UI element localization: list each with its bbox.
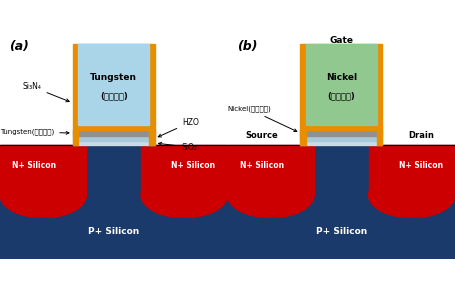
Text: N+ Silicon: N+ Silicon: [12, 161, 56, 170]
Bar: [300, 141, 382, 145]
Text: SiO₂: SiO₂: [158, 142, 198, 152]
Text: HZO: HZO: [158, 118, 199, 137]
Bar: [0, 218, 228, 259]
Text: N+ Silicon: N+ Silicon: [172, 161, 215, 170]
Bar: [300, 130, 382, 136]
Text: (a): (a): [9, 40, 29, 53]
Bar: [73, 130, 155, 136]
Bar: [306, 44, 377, 124]
Bar: [369, 145, 455, 195]
Bar: [73, 130, 78, 145]
Bar: [228, 145, 314, 195]
Text: Nickel: Nickel: [326, 73, 357, 82]
Text: (b): (b): [237, 40, 257, 53]
Bar: [73, 44, 155, 130]
Text: (상부금속): (상부금속): [100, 91, 127, 100]
Bar: [0, 145, 86, 195]
Ellipse shape: [369, 172, 455, 218]
Text: Source: Source: [245, 131, 278, 140]
Text: Drain: Drain: [408, 131, 434, 140]
Text: P+ Silicon: P+ Silicon: [88, 227, 139, 236]
Bar: [0, 145, 228, 259]
Text: Tungsten: Tungsten: [90, 73, 137, 82]
Text: (상부금속): (상부금속): [328, 91, 355, 100]
Text: Si₃N₄: Si₃N₄: [23, 82, 69, 102]
Text: Nickel(하부금속): Nickel(하부금속): [228, 106, 297, 131]
Bar: [300, 136, 382, 141]
Bar: [141, 145, 228, 195]
Ellipse shape: [228, 172, 314, 218]
Bar: [73, 141, 155, 145]
Bar: [149, 130, 155, 145]
Text: Gate: Gate: [329, 36, 353, 45]
Text: P+ Silicon: P+ Silicon: [316, 227, 367, 236]
Bar: [73, 136, 155, 141]
Bar: [300, 44, 382, 130]
Text: Tungsten(하부금속): Tungsten(하부금속): [0, 129, 69, 135]
Bar: [228, 218, 455, 259]
Bar: [377, 130, 382, 145]
Ellipse shape: [0, 172, 86, 218]
Bar: [300, 130, 306, 145]
Ellipse shape: [141, 172, 228, 218]
Text: N+ Silicon: N+ Silicon: [240, 161, 283, 170]
Bar: [78, 44, 149, 124]
Bar: [228, 145, 455, 259]
Text: N+ Silicon: N+ Silicon: [399, 161, 443, 170]
